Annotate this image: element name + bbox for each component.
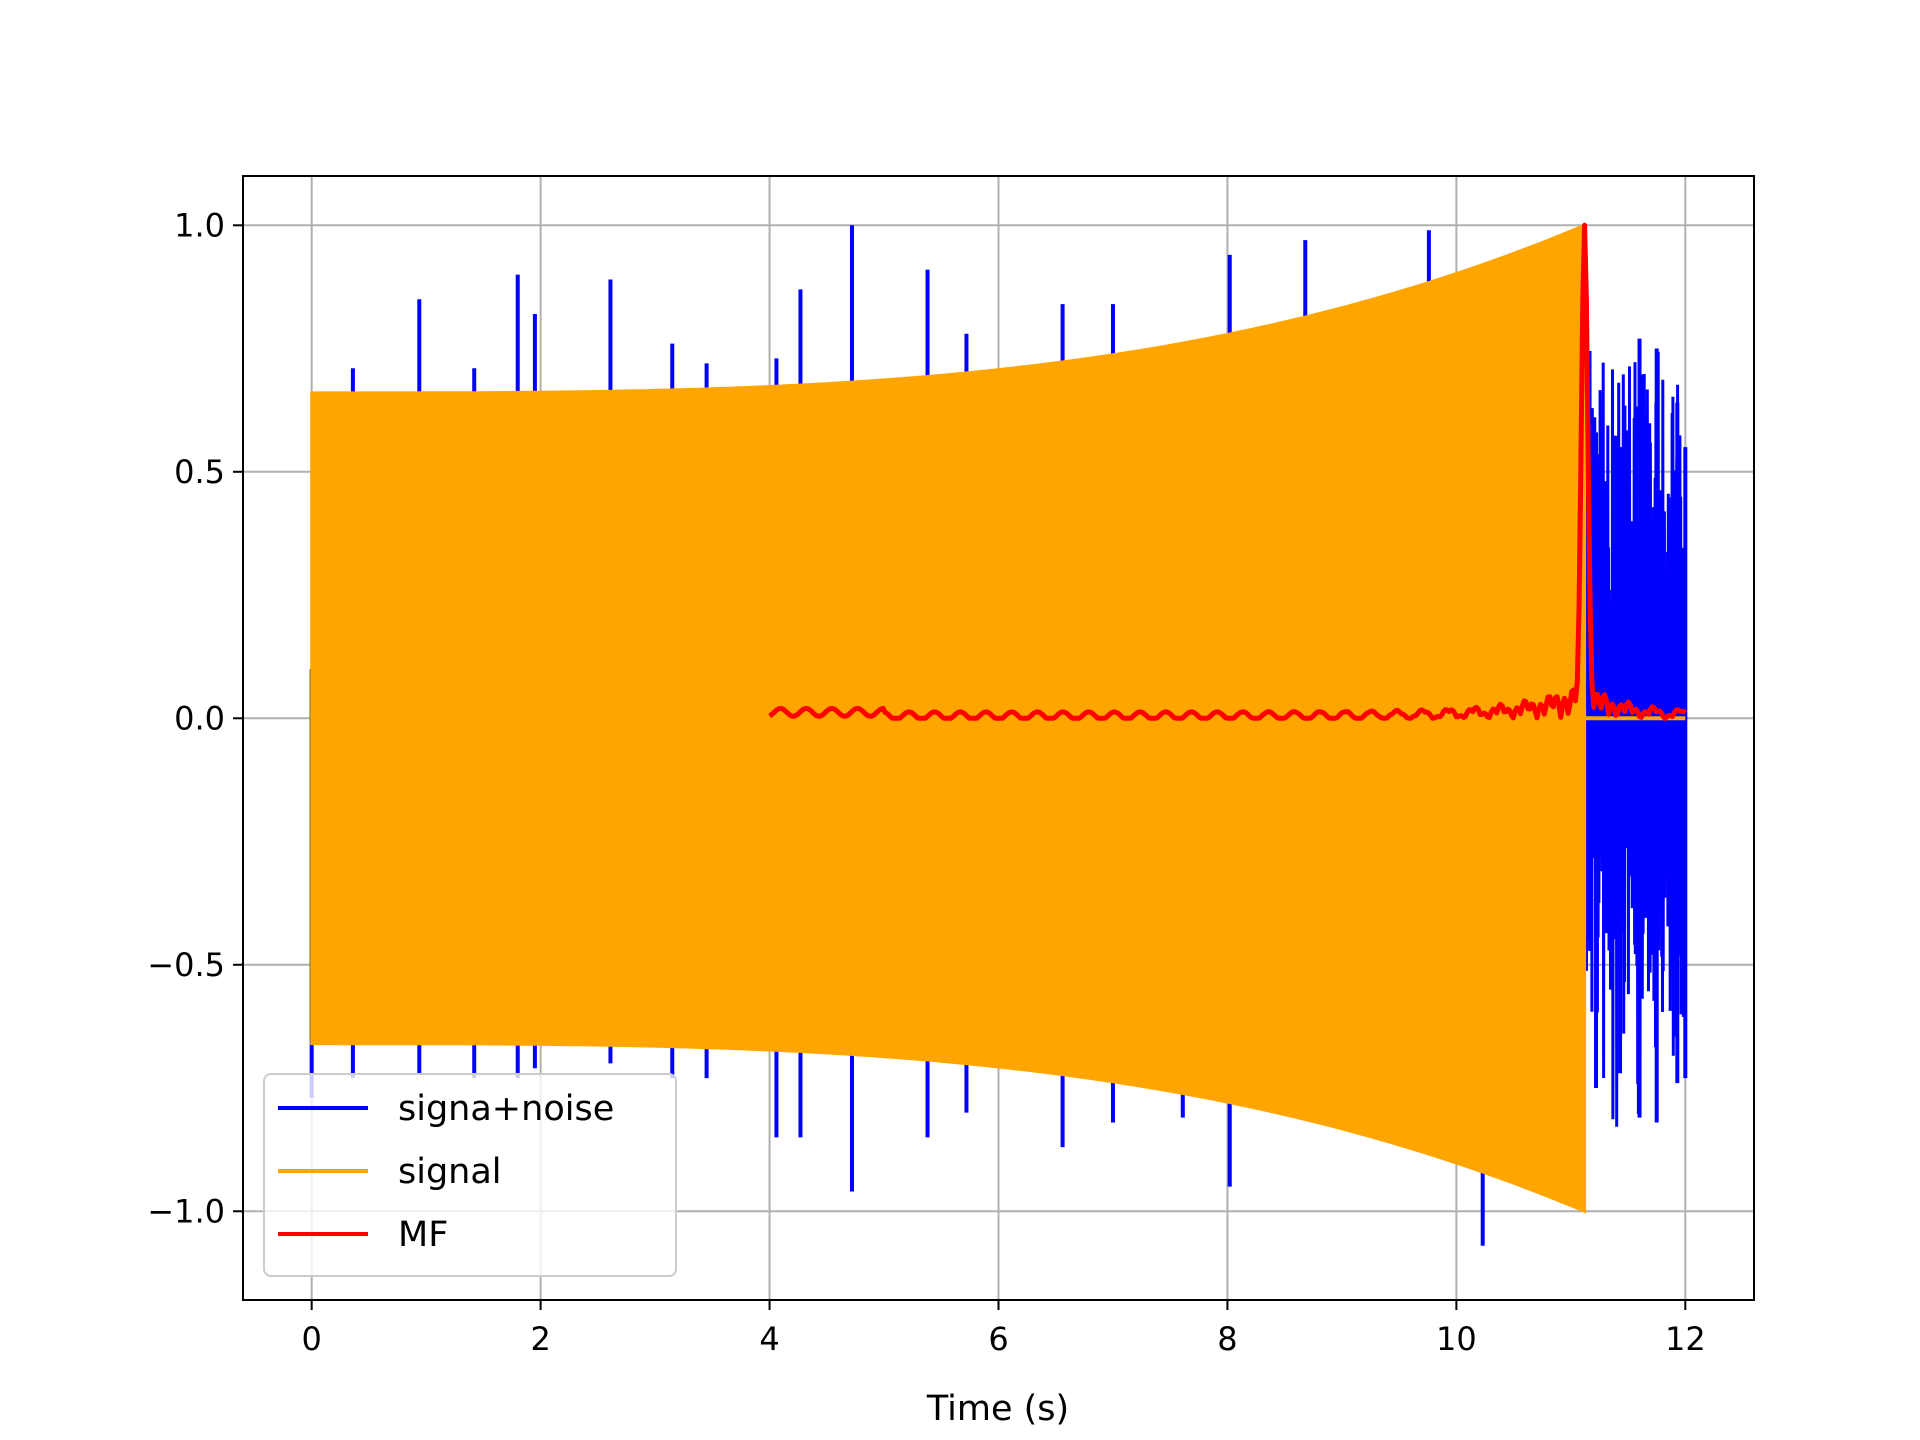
y-tick-label: −1.0 [147,1192,225,1230]
x-tick-label: 6 [988,1320,1008,1358]
series-mf [768,222,1688,721]
x-tick-label: 12 [1665,1320,1706,1358]
x-axis-title: Time (s) [926,1389,1069,1429]
ticks: 0 2 4 6 8 10 12 −1.0 −0.5 0.0 0.5 1.0 [147,206,1705,1358]
legend-label-signal-noise: signa+noise [398,1089,614,1129]
data-area [309,222,1688,1246]
legend-label-mf: MF [398,1215,448,1255]
signal-noise-tail [1583,350,1687,1127]
y-tick-label: 0.0 [174,699,225,737]
y-tick-label: 1.0 [174,206,225,244]
x-tick-label: 10 [1436,1320,1477,1358]
legend-box [263,1073,677,1277]
x-tick-label: 8 [1217,1320,1237,1358]
x-tick-label: 4 [759,1320,779,1358]
x-tick-label: 0 [302,1320,322,1358]
legend: signa+noise signal MF [263,1073,677,1277]
legend-label-signal: signal [398,1152,502,1192]
x-tick-label: 2 [530,1320,550,1358]
y-tick-label: −0.5 [147,946,225,984]
y-tick-label: 0.5 [174,453,225,491]
